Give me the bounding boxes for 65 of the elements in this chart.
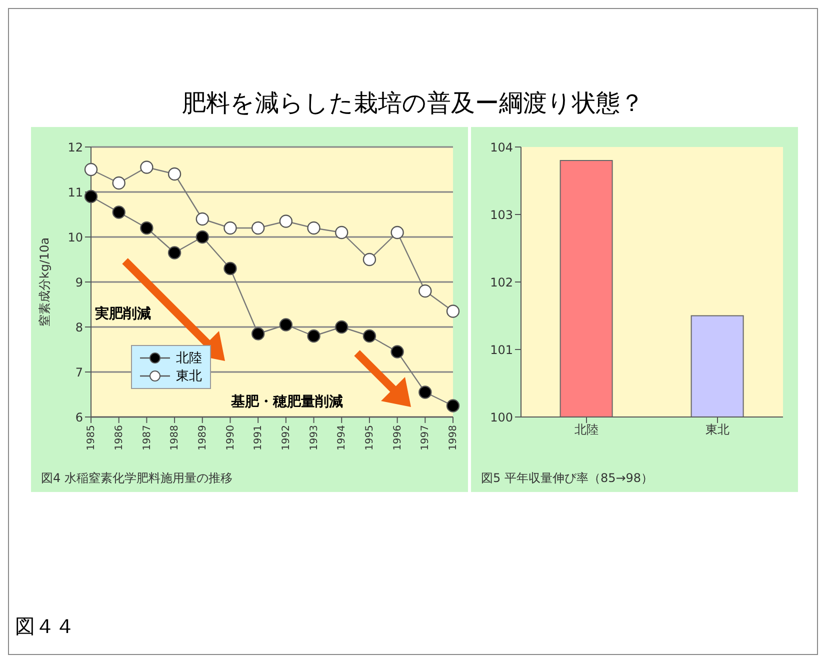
point — [307, 329, 320, 343]
x-tick-label: 東北 — [706, 422, 730, 437]
point — [251, 327, 265, 340]
chart-title: 肥料を減らした栽培の普及ー綱渡り状態？ — [181, 88, 645, 119]
y-tick-label: 102 — [490, 275, 513, 290]
x-tick-label: 1988 — [170, 425, 181, 450]
point — [390, 226, 404, 240]
x-tick-label: 北陸 — [574, 422, 598, 437]
x-tick-label: 1994 — [336, 425, 348, 450]
x-tick-label: 1995 — [364, 425, 376, 450]
point — [335, 320, 348, 334]
annotation: 基肥・穂肥量削減 — [231, 393, 343, 411]
y-tick-label: 103 — [490, 208, 513, 222]
caption: 図４４ — [15, 613, 75, 640]
y-tick-label: 6 — [75, 410, 83, 424]
x-tick-label: 1998 — [448, 425, 460, 450]
y-tick-label: 7 — [75, 365, 83, 380]
y-tick-label: 104 — [490, 140, 513, 154]
point — [112, 206, 126, 219]
point — [196, 212, 209, 226]
y-tick-label: 10 — [68, 230, 83, 244]
point — [140, 160, 154, 174]
point — [362, 252, 376, 266]
point — [224, 262, 237, 276]
point — [279, 318, 293, 332]
y-tick-label: 12 — [68, 140, 83, 154]
point — [168, 167, 182, 181]
legend-label: 北陸 — [176, 350, 202, 367]
point — [418, 386, 432, 399]
point — [390, 345, 404, 358]
y-tick-label: 8 — [75, 320, 83, 334]
x-tick-label: 1990 — [225, 425, 236, 450]
point — [279, 214, 293, 228]
caption: 図5 平年収量伸び率（85→98） — [481, 470, 654, 487]
point — [307, 221, 320, 235]
point — [84, 162, 98, 176]
x-tick-label: 1997 — [420, 425, 432, 450]
caption: 図4 水稲窒素化学肥料施用量の推移 — [41, 470, 232, 487]
x-tick-label: 1989 — [197, 425, 208, 450]
x-tick-label: 1991 — [253, 425, 264, 450]
x-tick-label: 1992 — [281, 425, 292, 450]
x-tick-label: 1996 — [392, 425, 404, 450]
point — [224, 221, 237, 235]
y-tick-label: 100 — [490, 410, 513, 424]
point — [418, 284, 432, 298]
point — [251, 221, 265, 235]
point — [362, 329, 376, 343]
y-tick-label: 11 — [68, 185, 83, 200]
x-tick-label: 1987 — [142, 425, 153, 450]
legend-label: 東北 — [176, 368, 202, 385]
point — [168, 246, 182, 260]
y-tick-label: 9 — [75, 275, 83, 290]
point — [196, 230, 209, 244]
point — [335, 226, 348, 240]
point — [140, 221, 154, 235]
point — [446, 304, 460, 318]
annotation: 実肥削減 — [95, 305, 151, 323]
x-tick-label: 1985 — [86, 425, 98, 450]
point — [84, 190, 98, 204]
x-tick-label: 1993 — [308, 425, 320, 450]
x-tick-label: 1986 — [114, 425, 125, 450]
y-tick-label: 101 — [490, 342, 513, 357]
point — [112, 176, 126, 190]
point — [446, 399, 460, 412]
y-axis-title: 窒素成分kg/10a — [37, 237, 52, 327]
